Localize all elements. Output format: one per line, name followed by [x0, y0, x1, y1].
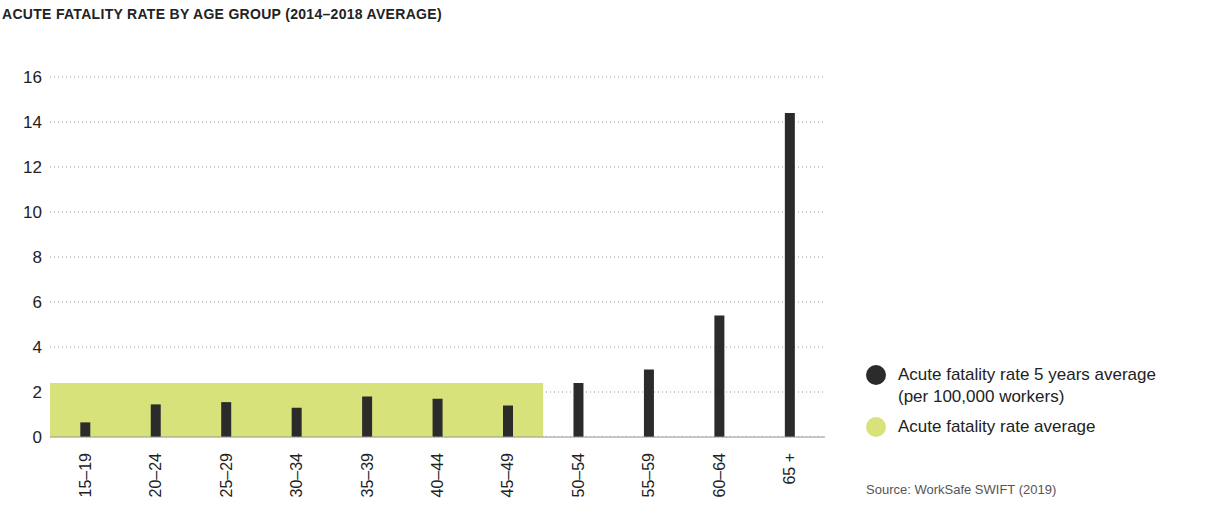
svg-text:30–34: 30–34: [288, 453, 305, 498]
svg-text:35–39: 35–39: [359, 453, 376, 498]
svg-text:40–44: 40–44: [429, 453, 446, 498]
svg-text:45–49: 45–49: [499, 453, 516, 498]
html-text:Acute fatality rate average: Acute fatality rate average: [898, 417, 1096, 436]
svg-text:20–24: 20–24: [147, 453, 164, 498]
svg-text:25–29: 25–29: [218, 453, 235, 498]
svg-text:16: 16: [23, 68, 42, 87]
svg-text:15–19: 15–19: [77, 453, 94, 498]
svg-text:0: 0: [33, 428, 42, 447]
html-text:ACUTE FATALITY RATE BY AGE GRO: ACUTE FATALITY RATE BY AGE GROUP (2014–2…: [2, 6, 442, 22]
svg-text:65 +: 65 +: [781, 453, 798, 485]
svg-text:8: 8: [33, 248, 42, 267]
svg-text:4: 4: [33, 338, 42, 357]
svg-text:10: 10: [23, 203, 42, 222]
svg-text:6: 6: [33, 293, 42, 312]
svg-text:14: 14: [23, 113, 42, 132]
svg-text:55–59: 55–59: [640, 453, 657, 498]
svg-text:50–54: 50–54: [570, 453, 587, 498]
svg-text:12: 12: [23, 158, 42, 177]
svg-text:60–64: 60–64: [711, 453, 728, 498]
html-text:(per 100,000 workers): (per 100,000 workers): [898, 387, 1065, 406]
html-text:Acute fatality rate 5 years av: Acute fatality rate 5 years average: [898, 365, 1156, 384]
svg-text:2: 2: [33, 383, 42, 402]
html-text:Source: WorkSafe SWIFT (2019): Source: WorkSafe SWIFT (2019): [866, 482, 1057, 497]
